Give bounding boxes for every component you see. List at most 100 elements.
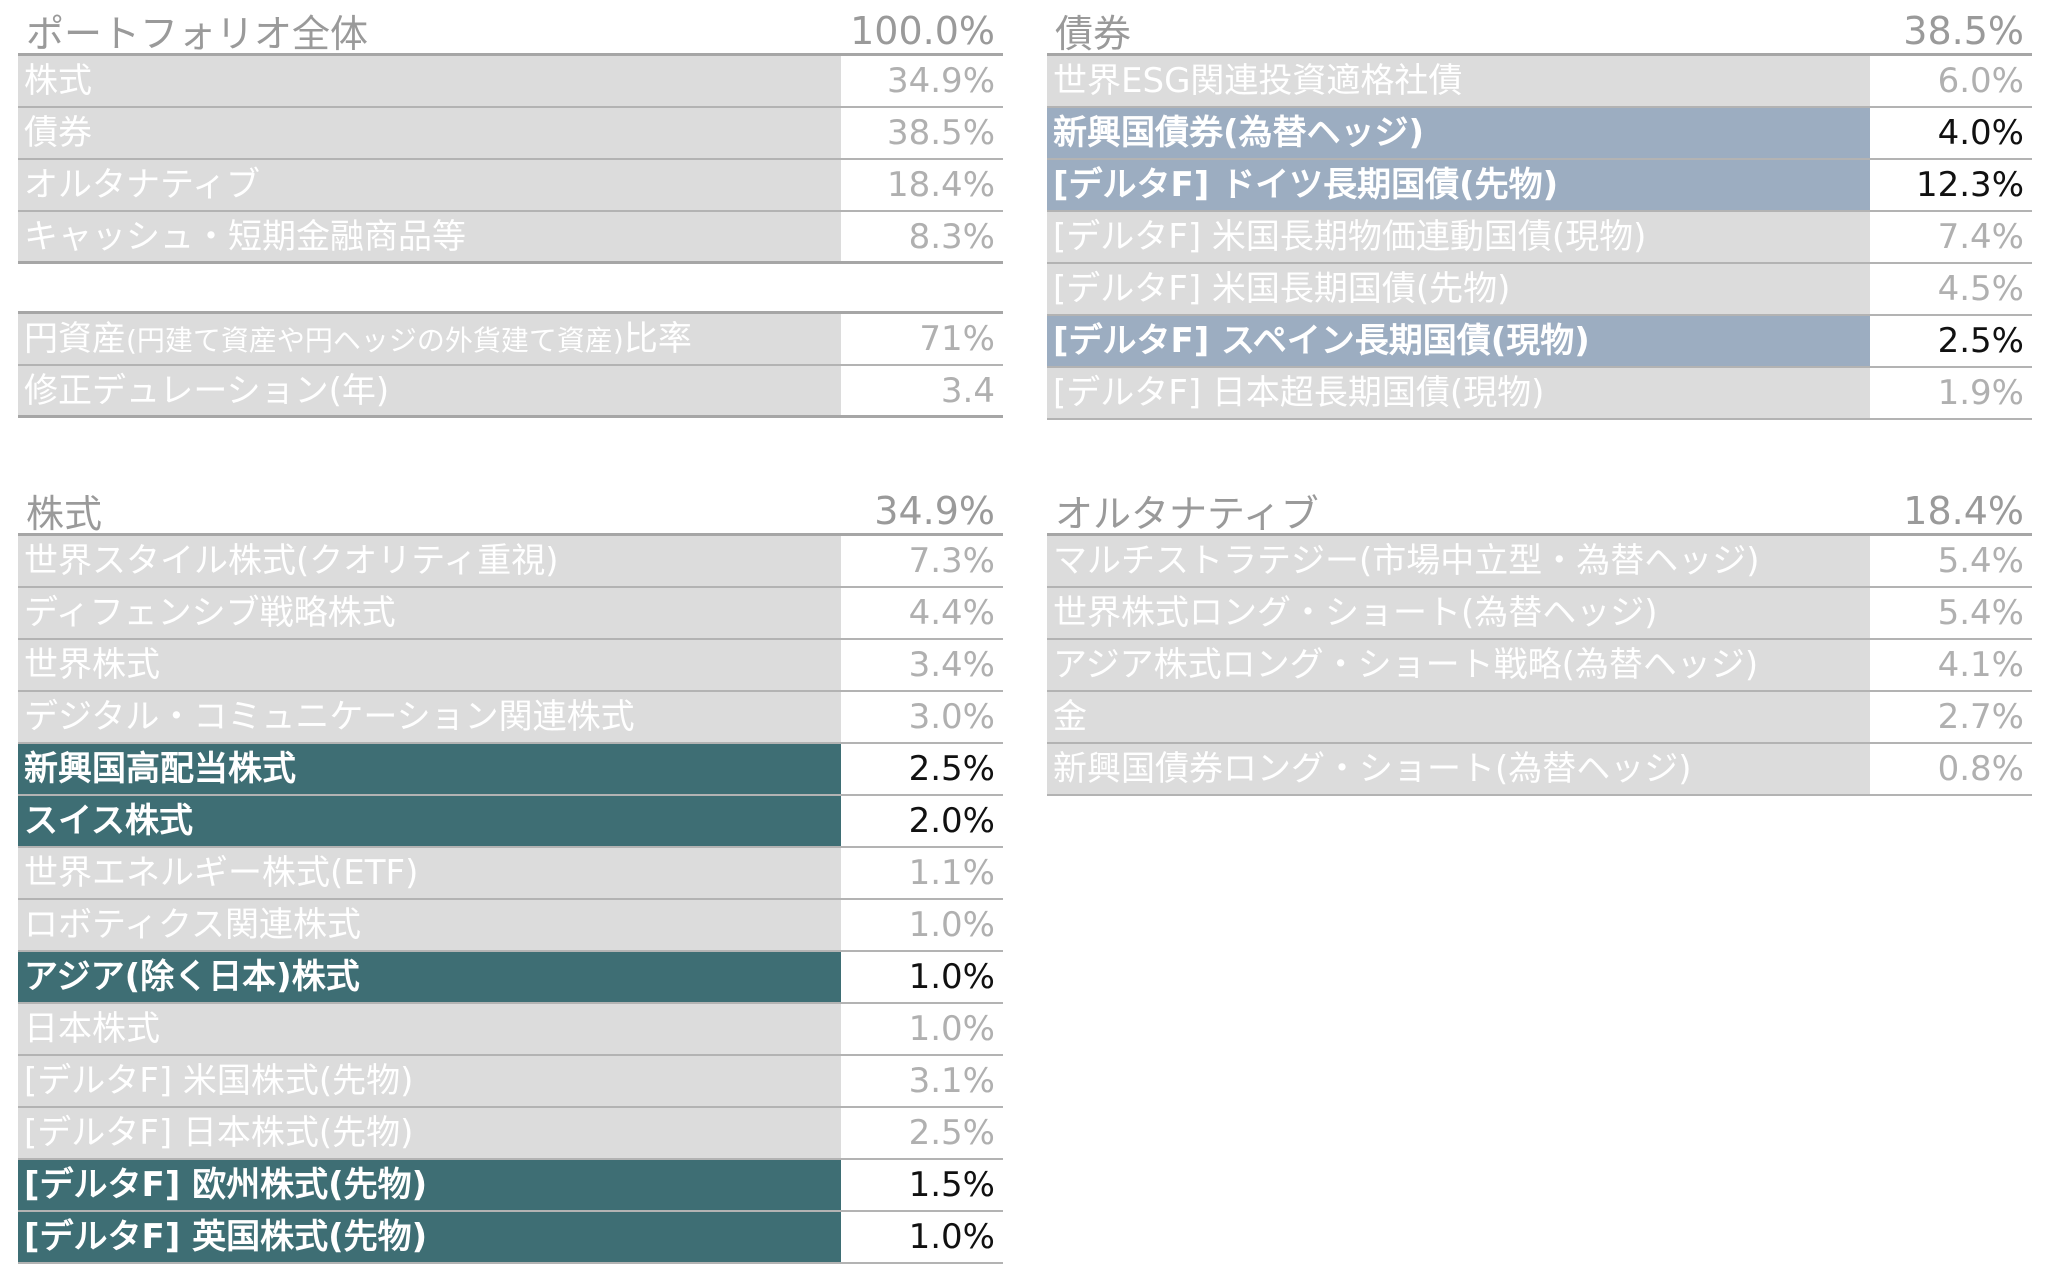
row-label: アジア株式ロング・ショート戦略(為替ヘッジ): [1047, 640, 1870, 690]
portfolio-title: ポートフォリオ全体: [26, 12, 369, 56]
row-value: 5.4%: [1870, 588, 2032, 638]
row-label: オルタナティブ: [18, 160, 841, 210]
row-value: 4.1%: [1870, 640, 2032, 690]
row-value: 1.0%: [841, 1212, 1003, 1262]
portfolio-panel: ポートフォリオ全体 100.0% 株式 34.9% 債券 38.5% オルタナティブ…: [18, 8, 1003, 418]
row-value: 6.0%: [1870, 56, 2032, 106]
row-label: 世界株式: [18, 640, 841, 690]
row-label: キャッシュ・短期金融商品等: [18, 212, 841, 261]
bonds-panel: 債券 38.5% 世界ESG関連投資適格社債 6.0% 新興国債券(為替ヘッジ) 4…: [1047, 8, 2032, 420]
yen-ratio-row: 円資産(円建て資産や円ヘッジの外貨建て資産)比率 71%: [18, 314, 1003, 366]
yen-ratio-label: 円資産(円建て資産や円ヘッジの外貨建て資産)比率: [18, 314, 841, 364]
table-row: [デルタF] 米国株式(先物) 3.1%: [18, 1056, 1003, 1108]
row-label: [デルタF] 米国長期物価連動国債(現物): [1047, 212, 1870, 262]
table-row: 世界株式ロング・ショート(為替ヘッジ) 5.4%: [1047, 588, 2032, 640]
row-value: 0.8%: [1870, 744, 2032, 794]
table-row: 世界スタイル株式(クオリティ重視) 7.3%: [18, 536, 1003, 588]
table-row: ロボティクス関連株式 1.0%: [18, 900, 1003, 952]
row-label: [デルタF] 日本超長期国債(現物): [1047, 368, 1870, 418]
row-value: 3.0%: [841, 692, 1003, 742]
row-label: ディフェンシブ戦略株式: [18, 588, 841, 638]
alternative-total: 18.4%: [1903, 488, 2024, 533]
row-label: 新興国債券(為替ヘッジ): [1047, 108, 1870, 158]
row-label: [デルタF] 日本株式(先物): [18, 1108, 841, 1158]
row-value: 5.4%: [1870, 536, 2032, 586]
row-label: ロボティクス関連株式: [18, 900, 841, 950]
row-label: 世界スタイル株式(クオリティ重視): [18, 536, 841, 586]
portfolio-header: ポートフォリオ全体 100.0%: [18, 8, 1003, 56]
row-value: 2.0%: [841, 796, 1003, 846]
row-label: アジア(除く日本)株式: [18, 952, 841, 1002]
row-value: 7.4%: [1870, 212, 2032, 262]
table-row-highlight: スイス株式 2.0%: [18, 796, 1003, 848]
table-row: 世界ESG関連投資適格社債 6.0%: [1047, 56, 2032, 108]
row-label: 新興国高配当株式: [18, 744, 841, 794]
table-row-highlight: [デルタF] スペイン長期国債(現物) 2.5%: [1047, 316, 2032, 368]
table-row: オルタナティブ 18.4%: [18, 160, 1003, 212]
row-value: 38.5%: [841, 108, 1003, 158]
alternative-panel: オルタナティブ 18.4% マルチストラテジー(市場中立型・為替ヘッジ) 5.4%…: [1047, 488, 2032, 796]
table-row-highlight: 新興国高配当株式 2.5%: [18, 744, 1003, 796]
spacer: [18, 264, 1003, 314]
bonds-header: 債券 38.5%: [1047, 8, 2032, 56]
row-value: 7.3%: [841, 536, 1003, 586]
table-row: [デルタF] 米国長期国債(先物) 4.5%: [1047, 264, 2032, 316]
table-row: 日本株式 1.0%: [18, 1004, 1003, 1056]
row-label: デジタル・コミュニケーション関連株式: [18, 692, 841, 742]
row-label: [デルタF] 米国長期国債(先物): [1047, 264, 1870, 314]
row-value: 8.3%: [841, 212, 1003, 261]
row-label: 株式: [18, 56, 841, 106]
row-value: 1.9%: [1870, 368, 2032, 418]
table-row: [デルタF] 日本超長期国債(現物) 1.9%: [1047, 368, 2032, 420]
equity-header: 株式 34.9%: [18, 488, 1003, 536]
bonds-title: 債券: [1055, 12, 1132, 56]
row-value: 2.5%: [1870, 316, 2032, 366]
equity-title: 株式: [26, 492, 103, 536]
row-label: [デルタF] 欧州株式(先物): [18, 1160, 841, 1210]
row-value: 2.5%: [841, 1108, 1003, 1158]
row-label: 新興国債券ロング・ショート(為替ヘッジ): [1047, 744, 1870, 794]
row-value: 1.0%: [841, 900, 1003, 950]
table-row: 新興国債券ロング・ショート(為替ヘッジ) 0.8%: [1047, 744, 2032, 796]
duration-value: 3.4: [841, 366, 1003, 415]
row-value: 34.9%: [841, 56, 1003, 106]
table-row-highlight: 新興国債券(為替ヘッジ) 4.0%: [1047, 108, 2032, 160]
table-row: 金 2.7%: [1047, 692, 2032, 744]
alternative-header: オルタナティブ 18.4%: [1047, 488, 2032, 536]
table-row: キャッシュ・短期金融商品等 8.3%: [18, 212, 1003, 264]
duration-row: 修正デュレーション(年) 3.4: [18, 366, 1003, 418]
table-row: デジタル・コミュニケーション関連株式 3.0%: [18, 692, 1003, 744]
row-label: [デルタF] 米国株式(先物): [18, 1056, 841, 1106]
equity-panel: 株式 34.9% 世界スタイル株式(クオリティ重視) 7.3% ディフェンシブ戦略…: [18, 488, 1003, 1264]
yen-ratio-note: (円建て資産や円ヘッジの外貨建て資産): [126, 324, 624, 357]
row-value: 2.7%: [1870, 692, 2032, 742]
equity-total: 34.9%: [874, 488, 995, 533]
table-row: [デルタF] 日本株式(先物) 2.5%: [18, 1108, 1003, 1160]
table-row: 株式 34.9%: [18, 56, 1003, 108]
row-value: 18.4%: [841, 160, 1003, 210]
row-value: 1.1%: [841, 848, 1003, 898]
row-label: [デルタF] スペイン長期国債(現物): [1047, 316, 1870, 366]
bonds-total: 38.5%: [1903, 8, 2024, 53]
portfolio-total: 100.0%: [850, 8, 995, 53]
row-label: 世界エネルギー株式(ETF): [18, 848, 841, 898]
table-row: アジア株式ロング・ショート戦略(為替ヘッジ) 4.1%: [1047, 640, 2032, 692]
table-row: 世界エネルギー株式(ETF) 1.1%: [18, 848, 1003, 900]
row-label: 金: [1047, 692, 1870, 742]
table-row: ディフェンシブ戦略株式 4.4%: [18, 588, 1003, 640]
table-row: 世界株式 3.4%: [18, 640, 1003, 692]
row-value: 4.0%: [1870, 108, 2032, 158]
row-label: [デルタF] ドイツ長期国債(先物): [1047, 160, 1870, 210]
row-value: 1.5%: [841, 1160, 1003, 1210]
table-row: 債券 38.5%: [18, 108, 1003, 160]
row-label: [デルタF] 英国株式(先物): [18, 1212, 841, 1262]
row-label: スイス株式: [18, 796, 841, 846]
table-row: [デルタF] 米国長期物価連動国債(現物) 7.4%: [1047, 212, 2032, 264]
alternative-title: オルタナティブ: [1055, 492, 1319, 536]
row-value: 1.0%: [841, 952, 1003, 1002]
duration-label: 修正デュレーション(年): [18, 366, 841, 415]
row-label: 債券: [18, 108, 841, 158]
row-label: 世界株式ロング・ショート(為替ヘッジ): [1047, 588, 1870, 638]
table-row-highlight: [デルタF] ドイツ長期国債(先物) 12.3%: [1047, 160, 2032, 212]
row-value: 1.0%: [841, 1004, 1003, 1054]
